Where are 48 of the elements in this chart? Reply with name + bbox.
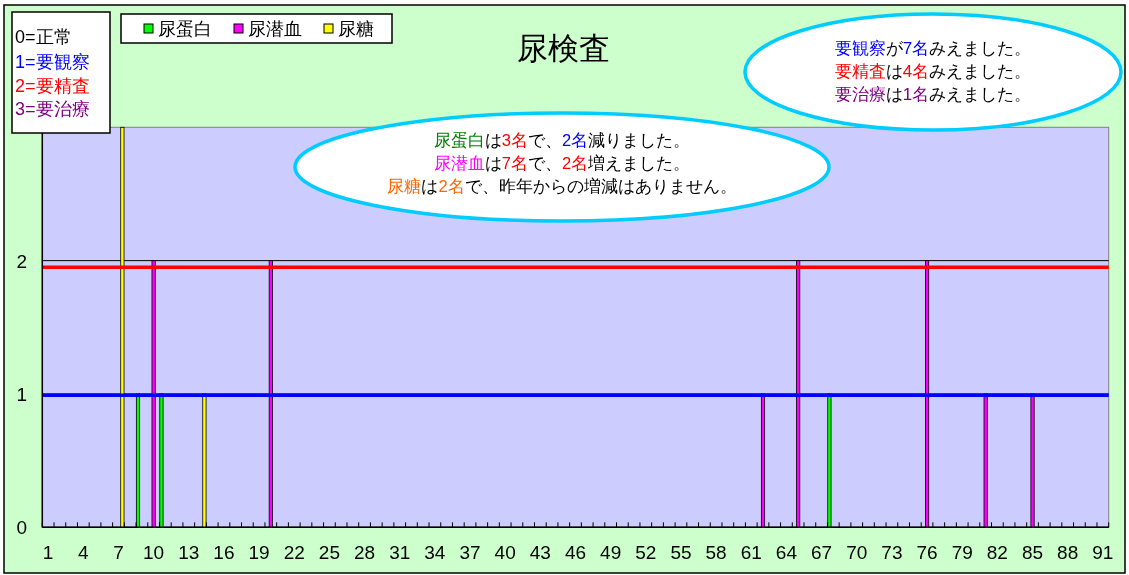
x-tick-label: 28 — [354, 542, 376, 563]
x-tick-label: 70 — [846, 542, 868, 563]
x-tick-label: 16 — [213, 542, 235, 563]
x-tick-label: 19 — [248, 542, 270, 563]
annotation: 尿糖は2名で、昨年からの増減はありません。 — [387, 177, 737, 195]
legend-label: 尿蛋白 — [158, 19, 212, 39]
x-tick-label: 67 — [811, 542, 833, 563]
annotation: 要治療は1名みえました。 — [834, 85, 1032, 104]
x-tick-label: 79 — [951, 542, 973, 563]
x-tick-label: 58 — [705, 542, 727, 563]
annotation: 尿潜血は7名で、2名増えました。 — [433, 154, 691, 172]
annotation: 0=正常 — [15, 27, 72, 47]
legend-label: 尿潜血 — [248, 19, 302, 39]
annotation: 2=要精査 — [15, 76, 90, 96]
x-tick-label: 91 — [1092, 542, 1114, 563]
x-tick-label: 10 — [143, 542, 165, 563]
x-tick-label: 34 — [424, 542, 446, 563]
annotation: 3=要治療 — [15, 99, 90, 119]
y-tick-label: 1 — [16, 383, 27, 405]
x-tick-label: 37 — [459, 542, 481, 563]
x-tick-label: 82 — [986, 542, 1008, 563]
annotation: 要観察が7名みえました。 — [834, 39, 1032, 58]
x-tick-label: 73 — [881, 542, 903, 563]
x-tick-label: 7 — [113, 542, 124, 563]
x-tick-label: 31 — [389, 542, 411, 563]
legend-label: 尿糖 — [338, 19, 374, 39]
x-tick-label: 61 — [740, 542, 762, 563]
x-tick-label: 55 — [670, 542, 692, 563]
x-tick-label: 85 — [1021, 542, 1044, 563]
x-tick-label: 25 — [318, 542, 340, 563]
annotation: 要精査は4名みえました。 — [834, 62, 1032, 81]
x-tick-label: 1 — [42, 542, 54, 563]
annotation: 尿蛋白は3名で、2名減りました。 — [433, 131, 691, 149]
x-tick-label: 52 — [635, 542, 657, 563]
x-tick-label: 64 — [775, 542, 797, 563]
x-tick-label: 4 — [78, 542, 89, 563]
x-tick-label: 88 — [1057, 542, 1079, 563]
x-tick-label: 22 — [283, 542, 305, 563]
x-tick-label: 43 — [529, 542, 551, 563]
annotation: 1=要観察 — [15, 52, 90, 72]
x-tick-label: 13 — [178, 542, 200, 563]
x-tick-label: 76 — [916, 542, 938, 563]
y-tick-label: 0 — [16, 517, 27, 539]
x-tick-label: 49 — [600, 542, 622, 563]
x-tick-label: 46 — [564, 542, 587, 563]
title: 尿検査 — [516, 31, 610, 66]
y-tick-label: 2 — [16, 250, 27, 272]
x-tick-label: 40 — [494, 542, 516, 563]
